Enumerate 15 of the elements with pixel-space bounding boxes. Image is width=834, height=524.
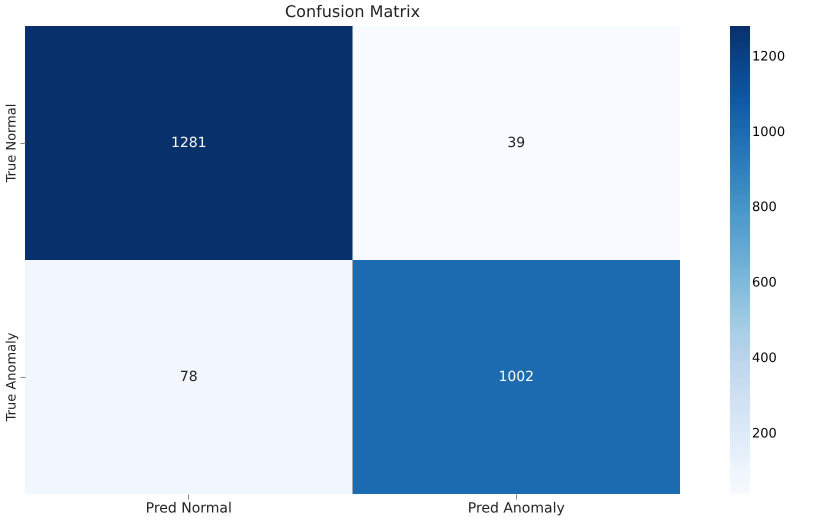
y-tick-label: True Normal [4,104,20,184]
data-label: 1281 [170,135,207,151]
color-bar-label: 1000 [752,124,786,140]
color-bar-label: 600 [752,276,777,291]
data-label: 39 [507,135,526,151]
color-bar-label: 400 [752,350,777,366]
color-bar-label: 800 [752,200,777,216]
chart-title: Confusion Matrix [284,2,420,21]
color-bar-label: 1200 [752,50,786,65]
data-label: 1002 [498,369,534,385]
x-tick-label: Pred Anomaly [468,500,565,516]
x-tick-label: Pred Normal [146,500,232,516]
data-label: 78 [180,369,198,385]
y-tick-label: True Anomaly [4,332,20,422]
color-bar-label: 200 [752,426,777,442]
